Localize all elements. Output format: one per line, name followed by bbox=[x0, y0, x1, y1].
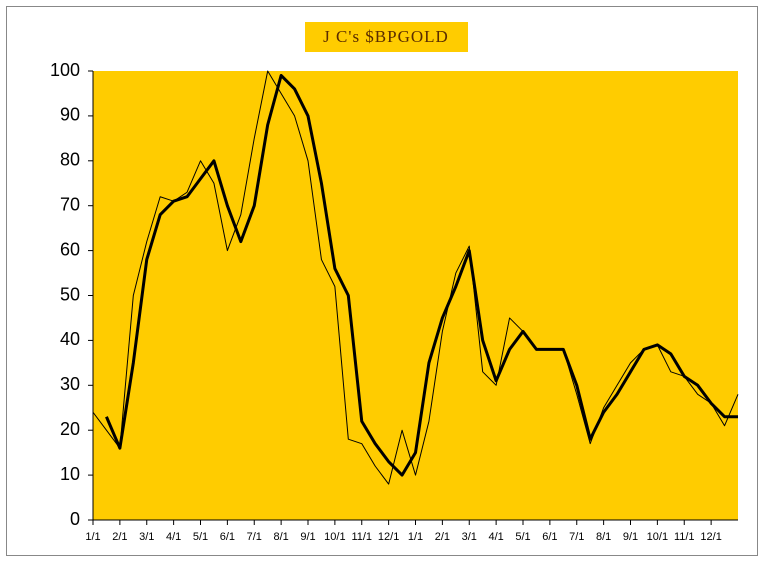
y-tick-label: 90 bbox=[60, 105, 80, 125]
x-tick-label: 7/1 bbox=[247, 531, 262, 543]
y-tick-label: 40 bbox=[60, 329, 80, 349]
x-tick-label: 8/1 bbox=[596, 531, 611, 543]
x-tick-label: 9/1 bbox=[623, 531, 638, 543]
y-tick-label: 80 bbox=[60, 150, 80, 170]
x-tick-label: 11/1 bbox=[351, 531, 372, 543]
x-tick-label: 8/1 bbox=[273, 531, 288, 543]
x-tick-label: 12/1 bbox=[378, 531, 399, 543]
x-tick-label: 6/1 bbox=[220, 531, 235, 543]
x-tick-label: 7/1 bbox=[569, 531, 584, 543]
x-tick-label: 2/1 bbox=[435, 531, 450, 543]
y-tick-label: 0 bbox=[70, 509, 80, 529]
y-tick-label: 60 bbox=[60, 239, 80, 259]
x-tick-label: 5/1 bbox=[193, 531, 208, 543]
x-tick-label: 3/1 bbox=[139, 531, 154, 543]
y-tick-label: 10 bbox=[60, 464, 80, 484]
y-tick-label: 100 bbox=[50, 60, 80, 80]
y-tick-label: 50 bbox=[60, 284, 80, 304]
y-tick-label: 30 bbox=[60, 374, 80, 394]
chart-title: J C's $BPGOLD bbox=[323, 27, 449, 46]
x-tick-label: 1/1 bbox=[85, 531, 100, 543]
x-tick-label: 6/1 bbox=[542, 531, 557, 543]
y-tick-label: 70 bbox=[60, 194, 80, 214]
x-tick-label: 12/1 bbox=[700, 531, 721, 543]
x-tick-label: 11/1 bbox=[674, 531, 695, 543]
title-box bbox=[305, 22, 468, 52]
y-tick-label: 20 bbox=[60, 419, 80, 439]
x-tick-label: 10/1 bbox=[324, 531, 345, 543]
x-tick-label: 3/1 bbox=[462, 531, 477, 543]
x-tick-label: 5/1 bbox=[515, 531, 530, 543]
series-line bbox=[92, 70, 739, 485]
series-line bbox=[105, 73, 738, 477]
x-tick-label: 9/1 bbox=[300, 531, 315, 543]
x-tick-label: 1/1 bbox=[408, 531, 423, 543]
x-tick-label: 4/1 bbox=[488, 531, 503, 543]
x-tick-label: 2/1 bbox=[112, 531, 127, 543]
x-tick-label: 4/1 bbox=[166, 531, 181, 543]
x-tick-label: 10/1 bbox=[647, 531, 668, 543]
